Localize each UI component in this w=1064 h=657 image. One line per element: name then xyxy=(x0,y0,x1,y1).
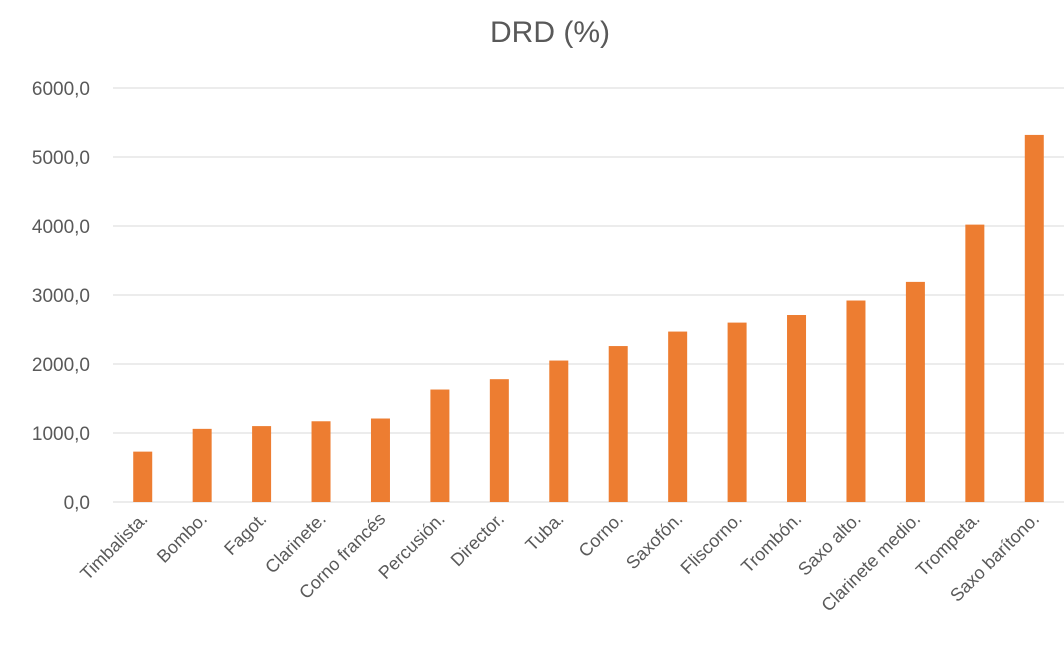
bar xyxy=(608,346,628,502)
x-axis-ticks: Timbalista. Bombo. Fagot.Clarinete.Corno f… xyxy=(76,509,1043,616)
bar xyxy=(252,426,272,502)
gridlines xyxy=(113,87,1064,503)
x-tick-label: Timbalista. xyxy=(76,509,151,584)
x-tick-label: Director. xyxy=(447,509,509,571)
bar xyxy=(192,428,212,502)
bar xyxy=(905,281,925,502)
bars xyxy=(133,134,1044,503)
bar xyxy=(727,322,747,502)
bar xyxy=(489,379,509,502)
chart-title: DRD (%) xyxy=(490,16,610,49)
y-tick-label: 6000,0 xyxy=(32,79,90,100)
bar xyxy=(549,360,569,502)
bar xyxy=(787,315,807,502)
x-tick-label: Fliscorno. xyxy=(677,509,746,578)
bar xyxy=(846,300,866,502)
y-tick-label: 3000,0 xyxy=(32,286,90,307)
x-tick-label: Fagot. xyxy=(220,509,270,559)
y-tick-label: 1000,0 xyxy=(32,424,90,445)
bar xyxy=(370,418,390,502)
bar xyxy=(430,389,450,502)
bar xyxy=(133,451,153,502)
y-tick-label: 4000,0 xyxy=(32,217,90,238)
y-axis-ticks: 0,0 1000,0 2000,0 3000,0 4000,0 5000,0 6000,0 xyxy=(32,79,90,514)
bar xyxy=(1024,134,1044,503)
bar xyxy=(311,421,331,502)
x-tick-label: Tuba. xyxy=(521,509,567,555)
y-tick-label: 2000,0 xyxy=(32,355,90,376)
bar xyxy=(668,331,688,502)
x-tick-label: Corno. xyxy=(575,509,627,561)
y-tick-label: 0,0 xyxy=(64,493,90,514)
y-tick-label: 5000,0 xyxy=(32,148,90,169)
x-tick-label: Bombo. xyxy=(153,509,211,567)
bar xyxy=(965,224,985,502)
